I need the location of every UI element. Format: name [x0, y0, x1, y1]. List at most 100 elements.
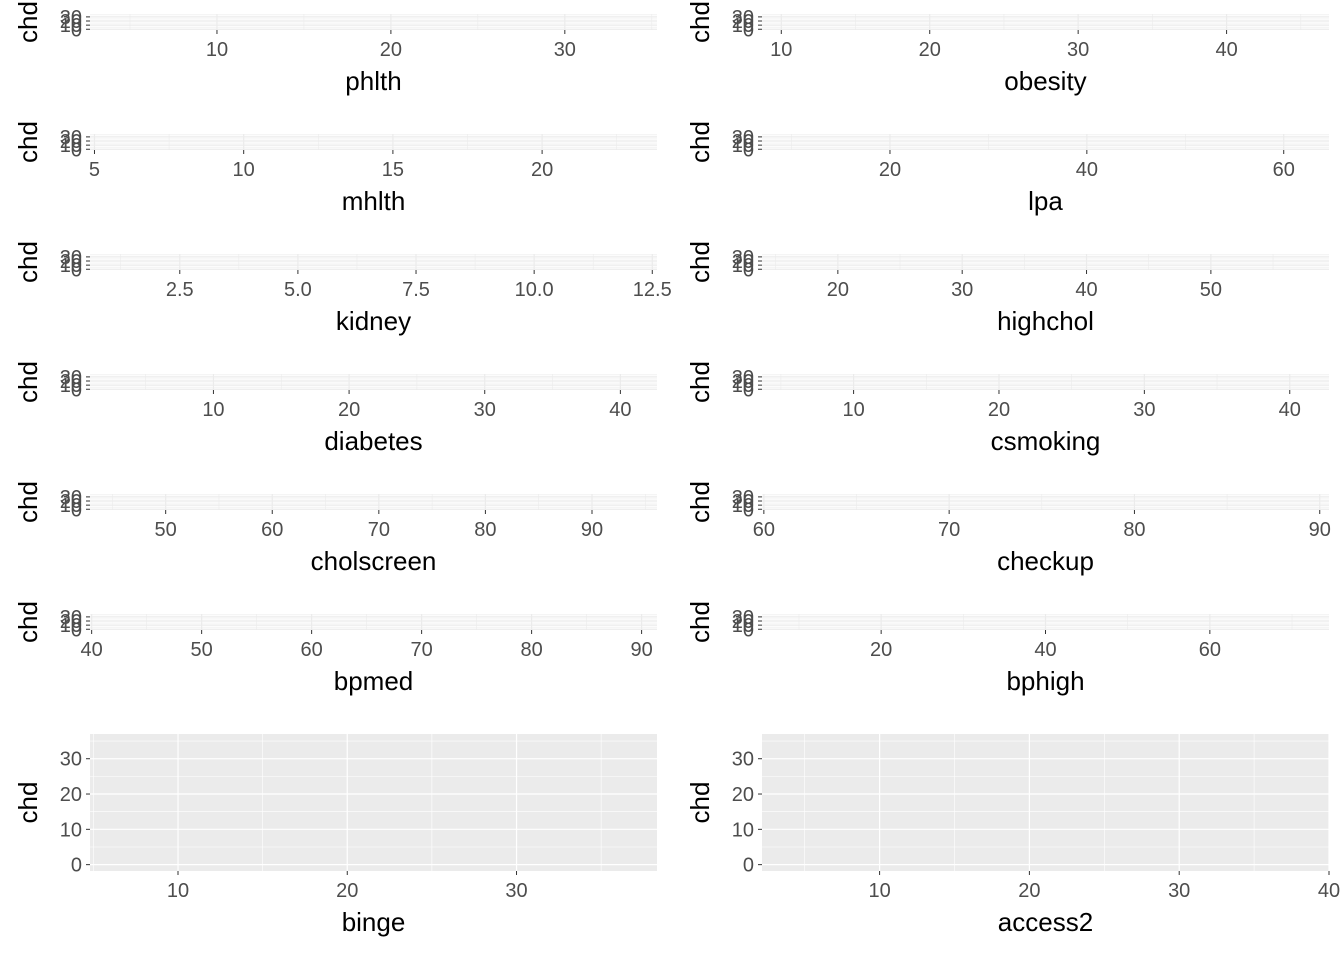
x-tick-label: 90: [630, 639, 652, 661]
x-tick-label: 50: [1200, 279, 1222, 301]
panel-background: [762, 374, 1329, 390]
y-tick-label: 0: [71, 619, 82, 641]
x-tick-label: 2.5: [166, 279, 194, 301]
x-axis-title: lpa: [1028, 186, 1063, 216]
y-tick-label: 20: [732, 131, 754, 153]
x-axis-title: phlth: [345, 66, 401, 96]
y-tick-label: 20: [732, 11, 754, 33]
x-tick-label: 40: [81, 639, 103, 661]
x-axis-title: csmoking: [991, 426, 1101, 456]
y-tick-label: 30: [60, 749, 82, 771]
x-axis-title: diabetes: [324, 426, 422, 456]
y-tick-label: 10: [60, 135, 82, 157]
y-tick-label: 10: [60, 495, 82, 517]
panel-background: [762, 734, 1329, 871]
x-tick-label: 50: [191, 639, 213, 661]
y-tick-label: 30: [732, 247, 754, 269]
y-axis-title: chd: [685, 1, 715, 43]
y-axis-title: chd: [685, 782, 715, 824]
y-tick-label: 10: [60, 615, 82, 637]
facet-panel-binge: 10 20 30 0 10 20 30 binge chd: [13, 734, 657, 937]
x-tick-label: 20: [827, 279, 849, 301]
x-tick-label: 20: [919, 39, 941, 61]
x-tick-label: 70: [368, 519, 390, 541]
x-tick-label: 80: [520, 639, 542, 661]
y-tick-label: 0: [71, 855, 82, 877]
y-tick-label: 20: [732, 251, 754, 273]
x-tick-label: 10: [868, 880, 890, 902]
x-tick-label: 60: [261, 519, 283, 541]
x-tick-label: 40: [1318, 880, 1340, 902]
y-tick-label: 30: [60, 607, 82, 629]
y-axis-title: chd: [13, 782, 43, 824]
y-tick-label: 0: [71, 499, 82, 521]
y-tick-label: 0: [71, 379, 82, 401]
x-tick-label: 40: [1034, 639, 1056, 661]
y-tick-label: 0: [743, 619, 754, 641]
x-tick-label: 80: [1123, 519, 1145, 541]
x-tick-label: 90: [581, 519, 603, 541]
y-axis-title: chd: [13, 601, 43, 643]
y-tick-label: 0: [743, 19, 754, 41]
x-tick-label: 40: [1215, 39, 1237, 61]
x-axis-title: obesity: [1004, 66, 1086, 96]
y-tick-label: 0: [71, 259, 82, 281]
y-axis-title: chd: [13, 481, 43, 523]
x-tick-label: 10: [770, 39, 792, 61]
x-tick-label: 10: [167, 880, 189, 902]
y-tick-label: 0: [743, 139, 754, 161]
y-tick-label: 20: [60, 611, 82, 633]
x-tick-label: 20: [988, 399, 1010, 421]
y-tick-label: 20: [60, 11, 82, 33]
x-tick-label: 30: [554, 39, 576, 61]
x-tick-label: 20: [336, 880, 358, 902]
x-tick-label: 70: [938, 519, 960, 541]
x-tick-label: 60: [1273, 159, 1295, 181]
y-tick-label: 0: [71, 19, 82, 41]
x-tick-label: 50: [155, 519, 177, 541]
x-axis-title: kidney: [336, 306, 411, 336]
x-tick-label: 10.0: [515, 279, 554, 301]
y-axis-title: chd: [685, 121, 715, 163]
x-tick-label: 10: [842, 399, 864, 421]
x-tick-label: 30: [474, 399, 496, 421]
x-tick-label: 20: [338, 399, 360, 421]
y-tick-label: 10: [60, 255, 82, 277]
y-tick-label: 30: [732, 7, 754, 29]
y-tick-label: 20: [732, 491, 754, 513]
x-tick-label: 15: [382, 159, 404, 181]
y-tick-label: 30: [60, 247, 82, 269]
x-axis-title: binge: [342, 907, 406, 937]
x-axis-title: checkup: [997, 546, 1094, 576]
y-tick-label: 10: [732, 135, 754, 157]
y-tick-label: 20: [60, 251, 82, 273]
x-tick-label: 7.5: [402, 279, 430, 301]
x-tick-label: 40: [1075, 279, 1097, 301]
x-tick-label: 40: [1076, 159, 1098, 181]
y-tick-label: 30: [732, 367, 754, 389]
x-tick-label: 5: [89, 159, 100, 181]
y-tick-label: 30: [60, 7, 82, 29]
x-tick-label: 20: [1018, 880, 1040, 902]
x-axis-title: bpmed: [334, 666, 414, 696]
y-tick-label: 20: [732, 371, 754, 393]
panel-background: [90, 14, 657, 30]
x-tick-label: 5.0: [284, 279, 312, 301]
x-axis-title: cholscreen: [311, 546, 437, 576]
y-axis-title: chd: [13, 361, 43, 403]
x-tick-label: 60: [753, 519, 775, 541]
x-tick-label: 70: [410, 639, 432, 661]
x-tick-label: 30: [951, 279, 973, 301]
x-tick-label: 20: [879, 159, 901, 181]
x-axis-title: mhlth: [342, 186, 406, 216]
panel-background: [90, 494, 657, 510]
y-tick-label: 30: [732, 487, 754, 509]
y-axis-title: chd: [685, 241, 715, 283]
y-tick-label: 10: [732, 15, 754, 37]
